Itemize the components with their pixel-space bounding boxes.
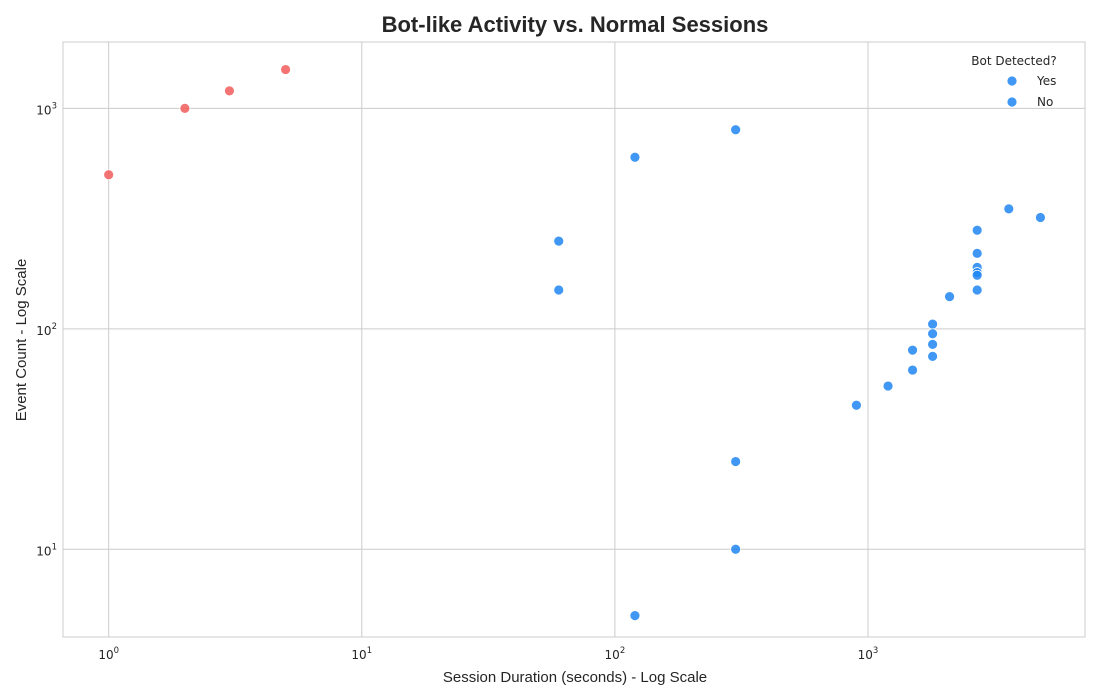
legend-marker [1006,96,1018,108]
data-point [971,224,983,236]
data-point [730,456,742,467]
data-point [1003,203,1015,215]
data-point [971,284,983,296]
data-point [971,269,983,281]
data-point [882,380,894,392]
data-point [730,543,742,555]
y-axis-label: Event Count - Log Scale [13,259,30,422]
legend-label: Yes [1036,74,1056,88]
y-tick-labels: 101 102 103 [36,101,57,558]
data-point [851,399,862,411]
y-tick-label: 101 [36,542,57,558]
y-tick-label: 103 [36,101,57,117]
x-tick-label: 102 [605,646,626,662]
x-tick-labels: 100 101 102 103 [98,646,878,662]
data-point [553,284,565,296]
legend-marker [1006,75,1018,87]
data-point [179,102,191,114]
chart-title: Bot-like Activity vs. Normal Sessions [382,12,769,37]
data-point [553,235,565,247]
data-point [730,124,742,136]
data-point [103,169,115,181]
data-point [629,151,641,163]
data-point [927,338,939,350]
data-point [224,85,235,97]
x-tick-label: 100 [98,646,119,662]
data-point [927,350,939,362]
data-point [629,610,641,622]
legend: Bot Detected? Yes No [971,54,1056,109]
data-point [971,247,983,259]
data-point [927,318,939,330]
data-point [907,364,918,376]
legend-entries: Yes No [1006,74,1056,109]
y-tick-label: 102 [36,322,57,338]
data-point [907,344,918,356]
data-point [927,328,939,340]
legend-label: No [1037,95,1053,109]
legend-title: Bot Detected? [971,54,1056,68]
x-axis-label: Session Duration (seconds) - Log Scale [443,669,707,686]
plot-frame [62,41,1086,638]
grid-lines [63,42,1085,637]
data-points [103,64,1046,622]
x-tick-label: 103 [858,646,879,662]
data-point [280,64,291,75]
data-point [944,291,955,303]
data-point [1035,212,1046,223]
x-tick-label: 101 [351,646,372,662]
